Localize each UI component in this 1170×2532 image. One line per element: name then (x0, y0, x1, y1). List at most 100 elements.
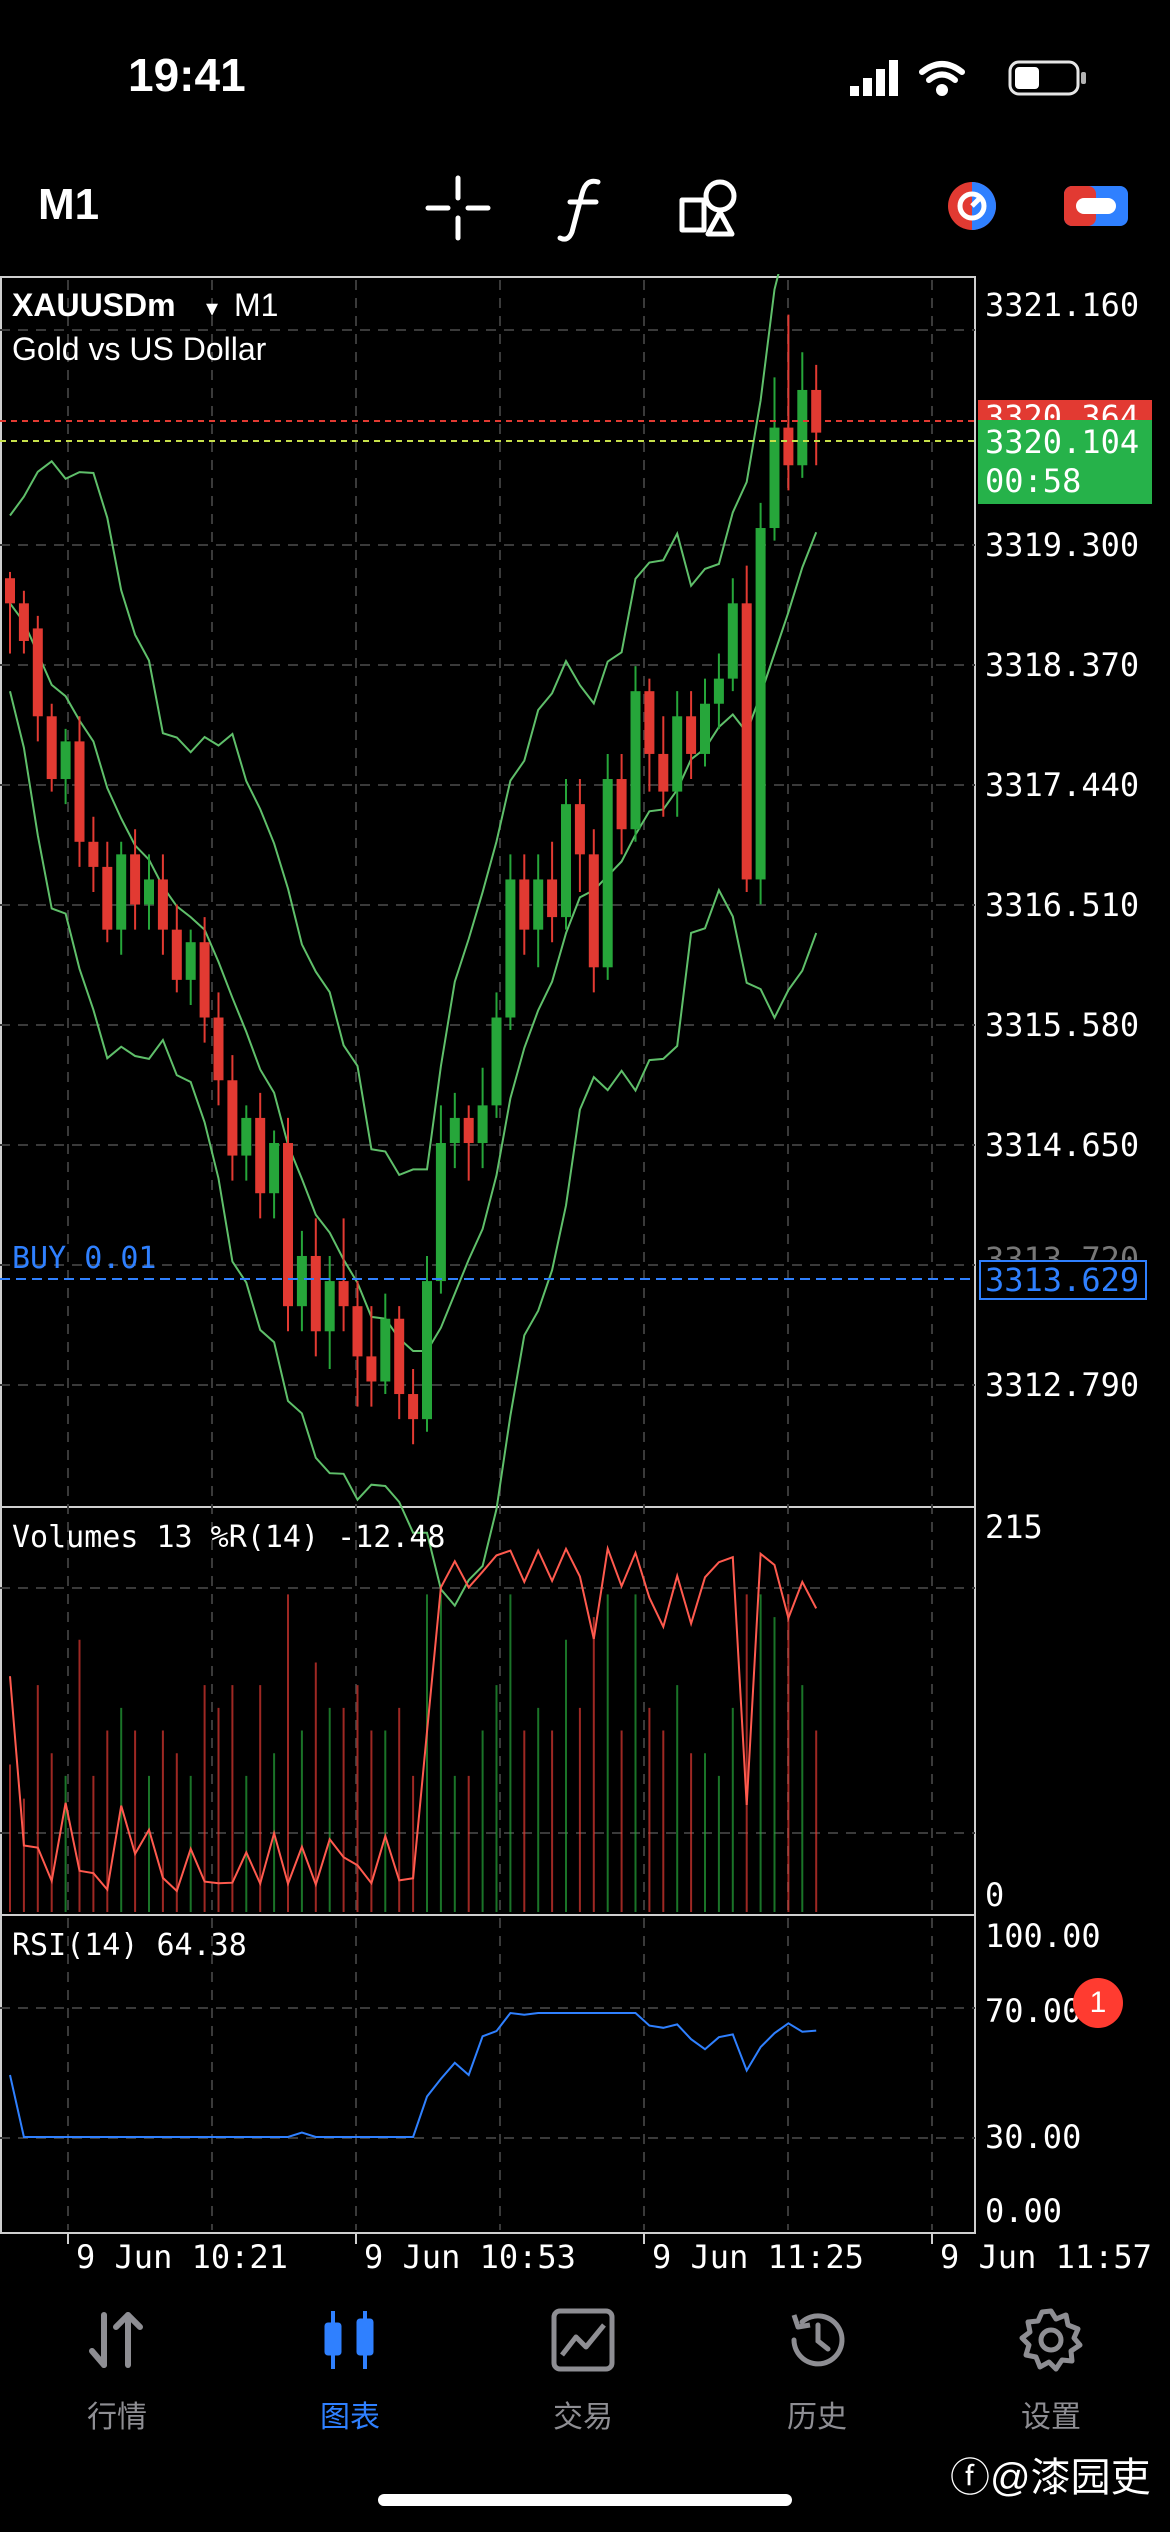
symbol-name[interactable]: XAUUSDm (12, 287, 176, 323)
indicators-icon[interactable] (548, 172, 620, 244)
bollinger-line (9, 690, 818, 1608)
bollinger-line (9, 531, 818, 1352)
candle-body (74, 741, 85, 842)
candles (5, 314, 822, 1445)
time-axis: 9 Jun 10:21 9 Jun 10:53 9 Jun 11:25 9 Jun 1… (67, 2233, 1152, 2274)
candle-body (366, 1356, 377, 1382)
timeframe-button[interactable]: M1 (38, 180, 100, 229)
settings-icon (1019, 2308, 1083, 2372)
rsi-panel-frame (0, 1914, 976, 2234)
candle-body (491, 1017, 502, 1106)
trade-icon (551, 2308, 615, 2372)
candle-body (630, 691, 641, 830)
candle-body (171, 929, 182, 980)
candle-body (700, 703, 710, 754)
candle-body (283, 1143, 293, 1307)
candle-body (422, 1281, 432, 1420)
symbol-dropdown-icon[interactable]: ▾ (206, 295, 218, 322)
candle-body (144, 879, 154, 905)
candle-body (60, 741, 71, 780)
candle-body (769, 427, 780, 529)
volume-max-label: 215 (985, 1508, 1043, 1546)
bid-price-box (978, 420, 1152, 504)
candle-body (88, 841, 99, 867)
watermark-text: @漆园吏 (990, 2456, 1151, 2500)
price-tick-label: 3319.300 (985, 526, 1139, 564)
candle-body (338, 1281, 349, 1307)
candle-body (755, 528, 766, 880)
candle-body (561, 804, 571, 918)
price-tick-label: 3312.790 (985, 1366, 1139, 1404)
wifi-icon (919, 61, 965, 96)
candle-body (533, 879, 544, 930)
tab-quotes[interactable]: 行情 (42, 2305, 192, 2436)
candle-body (574, 804, 585, 855)
volume-panel-label: Volumes 13 %R(14) -12.48 (12, 1520, 445, 1555)
candle-body (324, 1281, 335, 1332)
chart-icon (324, 2311, 374, 2369)
candle-body (811, 389, 822, 433)
time-tick-label: 9 Jun 11:57 (940, 2238, 1152, 2274)
cellular-signal-icon (850, 60, 898, 96)
crosshair-icon[interactable] (422, 172, 494, 244)
price-chart[interactable]: XAUUSDm ▾ M1 Gold vs US Dollar BUY 0.01 … (0, 274, 1170, 2274)
candle-body (588, 854, 599, 968)
order-label[interactable]: BUY 0.01 (12, 1241, 157, 1276)
trade-panel-icon[interactable] (1062, 178, 1130, 234)
candle-body (269, 1143, 280, 1194)
candle-body (672, 716, 683, 792)
time-tick-label: 9 Jun 10:21 (76, 2238, 288, 2274)
weibo-logo-icon: ⓕ (950, 2456, 990, 2500)
williams-r-line (9, 1544, 818, 1893)
rsi-path (9, 2011, 817, 2138)
volume-panel-frame (0, 1506, 976, 1916)
home-indicator[interactable] (378, 2494, 792, 2506)
candle-body (199, 942, 210, 1018)
candle-body (310, 1255, 321, 1332)
candle-body (130, 854, 141, 905)
price-tick-label: 3316.510 (985, 886, 1139, 924)
rsi-tick-0: 0.00 (985, 2192, 1062, 2230)
candle-body (741, 603, 752, 880)
rsi-tick-100: 100.00 (985, 1917, 1101, 1955)
volume-bars (9, 1594, 818, 1912)
candle-body (241, 1117, 252, 1156)
tab-charts-label: 图表 (320, 2401, 380, 2434)
volume-min-label: 0 (985, 1876, 1004, 1914)
candle-body (255, 1117, 266, 1194)
candle-body (5, 578, 15, 604)
time-tick-label: 9 Jun 11:25 (652, 2238, 864, 2274)
settings-badge: 1 (1073, 1978, 1123, 2028)
objects-icon[interactable] (674, 172, 746, 244)
tab-history[interactable]: 历史 (742, 2305, 892, 2436)
bid-price-label: 3320.104 (985, 423, 1139, 461)
rsi-tick-30: 30.00 (985, 2118, 1081, 2156)
tab-trade[interactable]: 交易 (508, 2305, 658, 2436)
candle-body (547, 879, 558, 918)
watermark: ⓕ@漆园吏 (950, 2445, 1151, 2503)
candle-body (449, 1117, 460, 1144)
candle-body (352, 1306, 363, 1357)
tab-settings[interactable]: 设置 (976, 2305, 1126, 2436)
history-icon (791, 2313, 845, 2367)
status-indicators (850, 60, 1086, 96)
symbol-timeframe: M1 (234, 287, 278, 323)
rsi-panel-label: RSI(14) 64.38 (12, 1928, 247, 1963)
candle-body (519, 879, 530, 930)
tab-charts[interactable]: 图表 (275, 2305, 425, 2436)
candle-body (505, 879, 516, 1018)
grid-lines (0, 280, 975, 2230)
candle-body (102, 866, 113, 930)
candle-body (18, 603, 29, 641)
candle-body (296, 1255, 307, 1307)
price-tick-label: 3317.440 (985, 766, 1139, 804)
status-time: 19:41 (128, 49, 246, 101)
candle-body (602, 779, 613, 968)
symbol-description: Gold vs US Dollar (12, 331, 267, 367)
candle-body (32, 628, 43, 717)
candle-body (783, 427, 794, 466)
candle-body (116, 854, 127, 930)
one-click-trading-icon[interactable] (940, 178, 1004, 234)
candle-body (435, 1143, 446, 1282)
quotes-icon (89, 2312, 143, 2368)
